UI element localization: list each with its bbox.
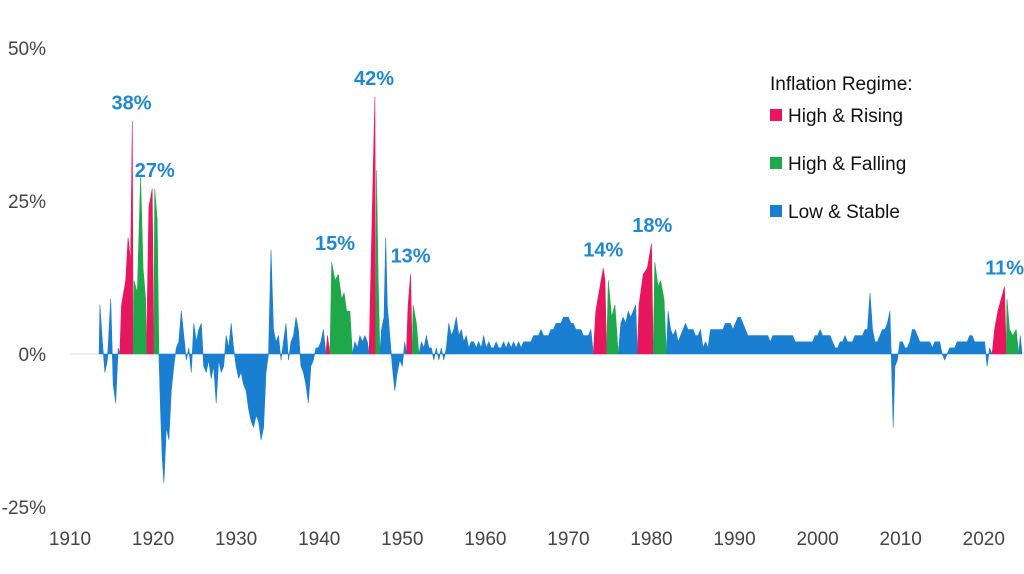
area-segment-high-falling — [153, 188, 160, 355]
area-segment-low-stable — [158, 249, 327, 483]
legend-title: Inflation Regime: — [770, 74, 913, 95]
peak-annotation: 14% — [583, 239, 623, 261]
area-segment-high-falling — [411, 304, 420, 355]
legend: Inflation Regime: High & Rising High & Fa… — [770, 74, 913, 223]
legend-swatch-high-rising — [770, 109, 782, 121]
area-segment-high-rising — [119, 121, 134, 355]
area-segment-high-falling — [1005, 298, 1019, 355]
area-segment-high-rising — [637, 243, 654, 355]
area-segment-high-falling — [652, 261, 667, 355]
area-segment-low-stable — [1018, 335, 1023, 355]
area-segment-high-falling — [375, 170, 381, 355]
x-tick-label: 2000 — [796, 529, 838, 550]
area-segment-high-rising — [991, 286, 1007, 355]
y-tick-label: 25% — [8, 192, 46, 213]
legend-label-low-stable: Low & Stable — [788, 202, 900, 223]
area-segment-high-rising — [406, 274, 413, 355]
x-tick-label: 2010 — [880, 529, 922, 550]
x-tick-label: 2020 — [963, 529, 1005, 550]
y-tick-label: 50% — [8, 39, 46, 60]
area-segment-low-stable — [618, 304, 638, 355]
area-segment-high-falling — [606, 280, 619, 355]
x-tick-label: 1990 — [713, 529, 755, 550]
area-segment-low-stable — [418, 317, 594, 361]
peak-annotation: 13% — [391, 245, 431, 267]
x-tick-label: 1960 — [464, 529, 506, 550]
legend-label-high-rising: High & Rising — [788, 106, 903, 127]
legend-label-high-falling: High & Falling — [788, 154, 906, 175]
peak-annotations: 38% 27% 15% 42% 13% 14% 18% 11% — [111, 68, 1024, 280]
area-segment-low-stable — [666, 292, 993, 428]
area-segment-high-rising — [593, 268, 607, 355]
legend-swatch-high-falling — [770, 157, 782, 169]
x-tick-label: 1910 — [49, 529, 91, 550]
legend-swatch-low-stable — [770, 205, 782, 217]
y-tick-label: -25% — [2, 498, 46, 519]
area-segment-high-falling — [132, 176, 147, 355]
y-tick-label: 0% — [19, 345, 47, 366]
peak-annotation: 11% — [985, 258, 1024, 280]
peak-annotation: 15% — [315, 233, 355, 255]
area-segment-low-stable — [379, 237, 407, 391]
area-segment-high-falling — [329, 261, 353, 355]
x-tick-label: 1980 — [630, 529, 672, 550]
peak-annotation: 27% — [135, 160, 175, 182]
y-axis-labels: 50% 25% 0% -25% — [2, 39, 46, 519]
area-segment-low-stable — [352, 335, 370, 355]
series-areas — [98, 96, 1023, 483]
peak-annotation: 18% — [632, 215, 672, 237]
area-segment-low-stable — [98, 298, 121, 404]
area-segment-high-rising — [146, 188, 155, 355]
x-tick-label: 1940 — [298, 529, 340, 550]
area-segment-high-rising — [325, 335, 331, 355]
x-tick-label: 1920 — [132, 529, 174, 550]
x-tick-label: 1970 — [547, 529, 589, 550]
x-axis-labels: 1910 1920 1930 1940 1950 1960 1970 1980 1990 2000… — [49, 529, 1005, 550]
area-segment-high-rising — [368, 96, 376, 355]
x-tick-label: 1930 — [215, 529, 257, 550]
peak-annotation: 42% — [354, 68, 394, 90]
peak-annotation: 38% — [111, 92, 151, 114]
x-tick-label: 1950 — [381, 529, 423, 550]
